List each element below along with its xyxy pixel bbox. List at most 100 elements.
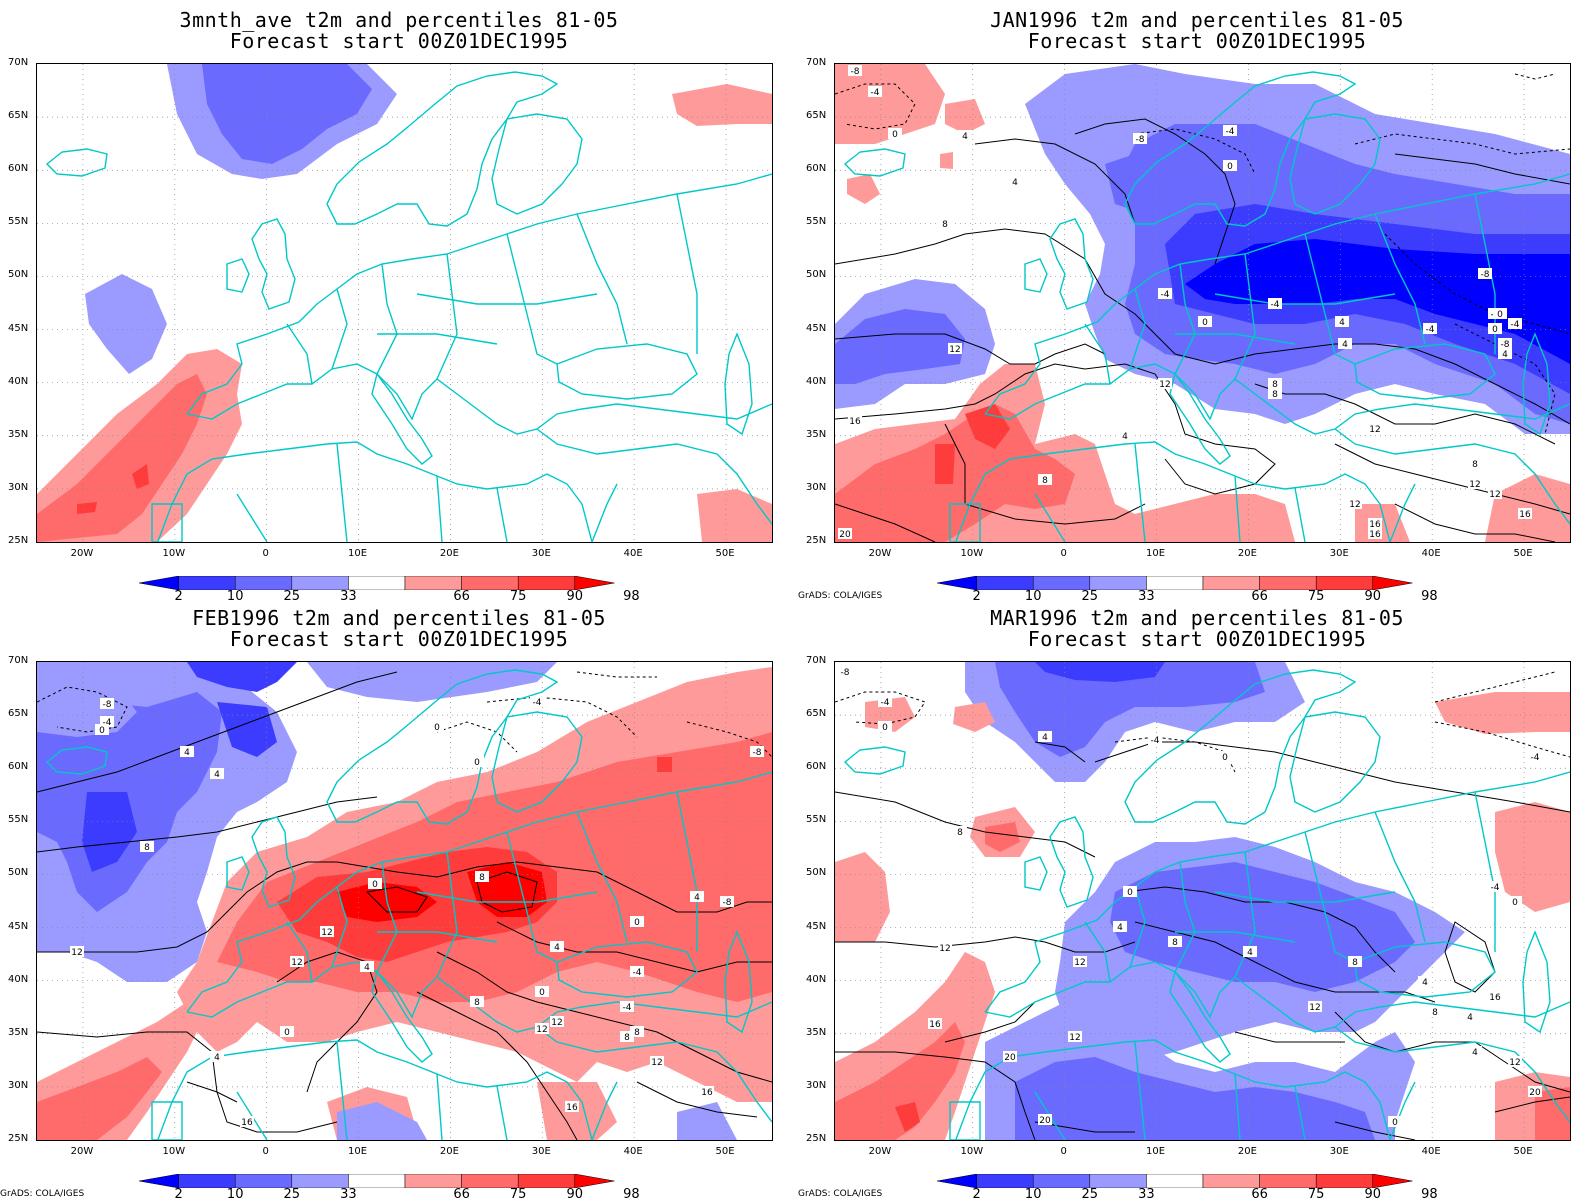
contour-label-bg [690,891,704,902]
coastline [376,861,398,973]
contour-label-bg [1158,378,1172,389]
percentile-shading [132,464,149,489]
contour-label: 0 [1223,160,1237,172]
lat-tick-label: 55N [806,814,827,826]
contour-label-text: 8 [479,873,485,883]
lon-tick-label: 20E [1237,548,1257,559]
contour-label: 4 [1338,338,1352,350]
contour-label: 12 [320,926,334,938]
contour-label-text: 0 [1127,888,1133,898]
temperature-contour [276,951,378,1093]
coastline [336,443,348,542]
colorbar-label: 33 [1138,589,1155,604]
contour-label-bg [700,1086,714,1097]
coastline [491,113,583,215]
lat-tick-label: 55N [806,216,827,228]
contour-label: -8 [720,896,734,908]
contour-label-text: 4 [1117,923,1123,933]
contour-label-text: 8 [957,828,963,838]
coastline [151,1101,183,1140]
coastline [1124,669,1357,825]
lon-tick-label: 20E [439,548,459,559]
lon-tick-label: 30E [1329,548,1349,559]
contour-label-bg [938,218,952,229]
colorbar-canvas [936,1173,1413,1189]
lat-tick-label: 60N [806,163,827,175]
contour-label: 8 [1268,388,1282,400]
coastline [1289,113,1381,215]
contour-label-bg [620,1001,634,1012]
lat-tick-label: 70N [8,57,29,68]
coastline [157,1039,593,1140]
contour-label-bg [535,986,549,997]
percentile-shading [37,1057,162,1140]
contour-label-text: -8 [841,668,850,678]
contour-label-text: 20 [1039,1116,1051,1126]
coastline [576,811,628,943]
contour-label-bg [1478,268,1492,279]
contour-label-text: -4 [871,88,880,98]
lat-tick-label: 65N [806,110,827,122]
colorbar-swatch [1259,1173,1317,1189]
coastline [326,669,559,825]
contour-label: 12 [550,1016,564,1028]
coastline [591,1081,618,1140]
contour-label-bg [1223,160,1237,171]
contour-label-bg [1148,734,1162,745]
coastline [1169,372,1231,465]
contour-label-bg [1488,323,1502,334]
contour-label: 8 [953,826,967,838]
contour-label-bg [1003,1051,1017,1062]
percentile-shading [1435,692,1570,734]
contour-label-bg [1243,946,1257,957]
contour-label-text: -8 [1136,135,1145,145]
contour-label: 8 [475,871,489,883]
lon-tick-label: 20W [868,1146,892,1157]
contour-label-bg [838,666,852,677]
contour-label-text: 0 [434,723,440,733]
lon-tick-label: 40E [623,548,643,559]
colorbar-label: 25 [283,589,301,604]
contour-label-text: 4 [1422,978,1428,988]
lon-tick-label: 50E [1513,1146,1533,1157]
lat-tick-label: 35N [8,1026,29,1038]
colorbar-label: 75 [1307,1187,1325,1202]
percentile-shading [85,274,167,374]
panel-subtitle: Forecast start 00Z01DEC1995 [229,627,569,651]
temperature-contour [835,333,1106,365]
lat-tick-label: 45N [806,920,827,932]
percentile-shading [895,1102,920,1132]
contour-label-text: 8 [1042,476,1048,486]
coastline [1234,475,1241,542]
temperature-contour [1384,233,1570,335]
temperature-contour [1134,128,1256,175]
contour-label: 8 [140,841,154,853]
contour-label-text: 4 [554,943,560,953]
colorbar-swatch [517,1173,576,1189]
lat-tick-label: 65N [8,110,29,122]
temperature-contour [496,921,772,973]
percentile-shading [77,502,97,514]
contour-label: 0 [95,724,109,736]
contour-label: 16 [1368,518,1382,530]
contour-label-bg [1508,896,1522,907]
percentile-shading [865,697,915,732]
lon-tick-label: 30E [531,548,551,559]
colorbar-label: 75 [509,1187,527,1202]
percentile-shading [1035,662,1165,682]
colorbar-swatch [936,575,977,591]
lon-tick-label: 40E [1421,1146,1441,1157]
contour-label: 0 [878,721,892,733]
lon-tick-label: 50E [715,548,735,559]
colorbar-canvas [138,1173,615,1189]
coastline [1294,1085,1306,1140]
contour-label-text: 12 [1349,500,1360,510]
contour-label-text: 16 [241,1118,253,1128]
contour-label-text: 12 [939,944,950,954]
map-panel-p2: JAN1996 t2m and percentiles 81-05 Forecas… [798,0,1596,604]
coastline [416,293,598,305]
colorbar-swatch [348,1173,406,1189]
contour-label-bg [948,343,962,354]
contour-label-bg [140,841,154,852]
colorbar-swatch [461,575,519,591]
